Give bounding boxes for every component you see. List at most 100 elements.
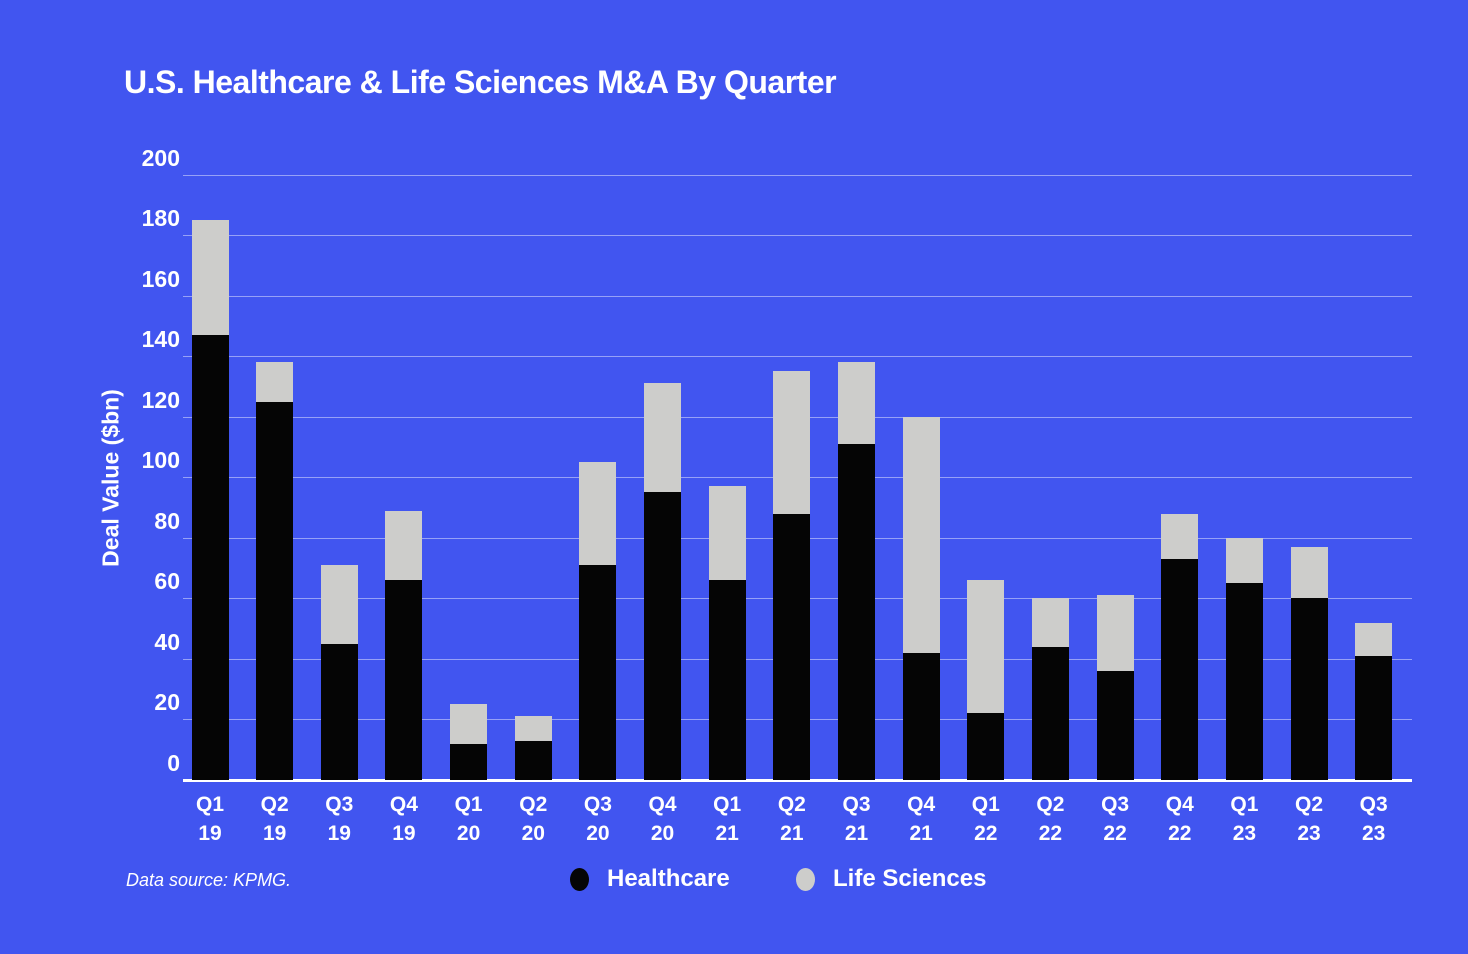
x-tick-quarter: Q4 (1165, 793, 1194, 816)
bar-segment-life-sciences (579, 462, 617, 566)
x-tick-year: 23 (1297, 822, 1321, 845)
x-tick-quarter: Q4 (389, 793, 418, 816)
x-axis-line (183, 779, 1412, 782)
y-axis-title-text: Deal Value ($bn) (97, 389, 124, 567)
x-tick-quarter: Q3 (842, 793, 871, 816)
bar-segment-life-sciences (1290, 546, 1328, 599)
y-tick-label: 100 (141, 447, 180, 474)
bar-segment-healthcare (256, 401, 294, 780)
x-tick-quarter: Q2 (519, 793, 548, 816)
x-tick-year: 23 (1232, 822, 1257, 845)
gridline (183, 174, 1412, 176)
bar-segment-healthcare (644, 492, 682, 780)
x-tick-label: Q1 23 (1211, 790, 1277, 848)
gridline (183, 295, 1412, 297)
bar-segment-healthcare (967, 713, 1005, 780)
data-source-note: Data source: KPMG. (126, 870, 292, 890)
x-tick-quarter: Q2 (777, 793, 806, 816)
gridline (183, 235, 1412, 237)
x-tick-label: Q3 22 (1082, 790, 1148, 848)
bar-segment-life-sciences (902, 416, 940, 653)
x-tick-label: Q3 23 (1341, 790, 1407, 848)
bar-segment-life-sciences (773, 371, 811, 514)
bar-segment-healthcare (1355, 655, 1393, 780)
bar-segment-life-sciences (1161, 513, 1199, 559)
y-tick-label: 140 (141, 326, 180, 353)
bar-segment-healthcare (1225, 583, 1263, 780)
x-tick-quarter: Q3 (583, 793, 612, 816)
x-tick-quarter: Q3 (1101, 793, 1130, 816)
bar-segment-life-sciences (708, 486, 746, 581)
x-tick-quarter: Q2 (1036, 793, 1065, 816)
bar-segment-life-sciences (385, 510, 423, 581)
x-tick-quarter: Q1 (1230, 793, 1259, 816)
bar-segment-healthcare (838, 443, 875, 780)
x-tick-quarter: Q4 (648, 793, 677, 816)
x-tick-quarter: Q1 (195, 793, 224, 816)
bar-segment-healthcare (708, 580, 746, 780)
y-tick-label: 200 (141, 144, 180, 171)
bar-segment-life-sciences (1225, 537, 1263, 584)
x-tick-year: 21 (780, 822, 804, 845)
bar-segment-life-sciences (450, 704, 488, 744)
x-tick-year: 19 (262, 822, 287, 845)
bar-segment-healthcare (1031, 646, 1069, 780)
legend-label-healthcare: Healthcare (607, 865, 730, 892)
x-tick-label: Q1 21 (694, 790, 760, 848)
x-tick-label: Q3 20 (565, 790, 631, 848)
x-tick-label: Q4 19 (371, 790, 437, 848)
y-tick-label: 60 (154, 568, 180, 595)
x-tick-year: 21 (715, 822, 739, 845)
bar-segment-healthcare (385, 580, 423, 780)
bar-segment-life-sciences (320, 565, 358, 644)
bar-segment-healthcare (320, 643, 358, 780)
bar-segment-healthcare (902, 652, 940, 780)
bar-segment-healthcare (773, 513, 811, 780)
x-tick-label: Q2 21 (759, 790, 825, 848)
bar-segment-healthcare (1161, 558, 1199, 780)
bar-segment-healthcare (579, 565, 617, 780)
x-tick-quarter: Q1 (454, 793, 483, 816)
y-tick-label: 20 (154, 689, 180, 716)
bar-segment-life-sciences (967, 580, 1005, 714)
bar-segment-healthcare (191, 334, 229, 780)
bar-segment-life-sciences (514, 716, 552, 741)
legend-dot-life-sciences (796, 868, 815, 891)
x-tick-quarter: Q1 (971, 793, 1000, 816)
bar-segment-life-sciences (256, 362, 294, 402)
bar-segment-healthcare (1096, 671, 1134, 780)
bar-segment-life-sciences (1355, 622, 1393, 656)
x-tick-label: Q2 23 (1276, 790, 1342, 848)
bar-segment-life-sciences (1096, 595, 1134, 671)
y-tick-label: 80 (154, 507, 180, 534)
x-tick-year: 19 (198, 822, 222, 845)
x-tick-quarter: Q3 (325, 793, 354, 816)
y-tick-label: 180 (141, 205, 180, 232)
bar-segment-life-sciences (191, 219, 229, 335)
x-tick-year: 23 (1362, 822, 1386, 845)
x-tick-label: Q4 21 (888, 790, 954, 848)
gridline (183, 356, 1412, 358)
x-tick-label: Q2 22 (1017, 790, 1083, 848)
x-tick-year: 20 (521, 822, 545, 845)
x-tick-label: Q2 20 (500, 790, 566, 848)
x-tick-label: Q3 21 (824, 790, 890, 848)
bar-segment-healthcare (514, 740, 552, 780)
chart-title: U.S. Healthcare & Life Sciences M&A By Q… (124, 64, 837, 100)
x-tick-label: Q1 19 (177, 790, 243, 848)
x-tick-label: Q4 20 (630, 790, 696, 848)
bar-segment-healthcare (450, 743, 488, 780)
x-tick-quarter: Q2 (1295, 793, 1324, 816)
x-tick-label: Q1 20 (436, 790, 502, 848)
y-tick-label: 160 (141, 265, 180, 292)
x-tick-year: 20 (586, 822, 610, 845)
x-tick-year: 20 (650, 822, 675, 845)
x-tick-year: 22 (1038, 822, 1063, 845)
x-tick-year: 22 (1103, 822, 1127, 845)
y-tick-label: 40 (154, 628, 180, 655)
x-tick-label: Q1 22 (953, 790, 1019, 848)
bar-segment-life-sciences (1031, 598, 1069, 647)
x-tick-year: 21 (909, 822, 933, 845)
y-tick-label: 0 (167, 750, 180, 776)
x-tick-label: Q2 19 (242, 790, 308, 848)
